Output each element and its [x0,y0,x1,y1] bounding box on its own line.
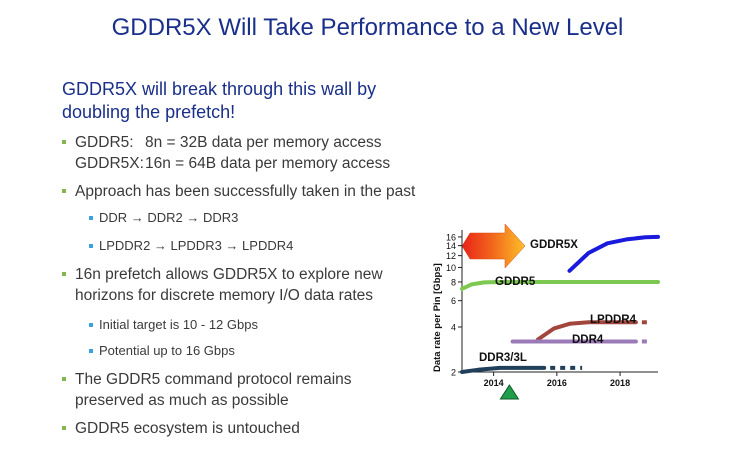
annotation-ddr4: DDR4 [572,334,604,346]
series-ddr3-3l-line [460,365,547,374]
y-tick-label-14: 14 [446,241,456,251]
bullet-text: Approach has been successfully taken in … [75,183,416,200]
gddr5-label: GDDR5: [75,134,134,151]
bullet-text-line2: horizons for discrete memory I/O data ra… [75,287,374,304]
y-tick-label-10: 10 [446,263,456,273]
y-tick-label-8: 8 [451,277,456,287]
annotation-gddr5: GDDR5 [495,276,536,288]
bullet-text-line1: The GDDR5 command protocol remains [75,371,352,388]
annotation-gddr5x: GDDR5X [530,239,578,251]
slide-title: GDDR5X Will Take Performance to a New Le… [111,14,624,41]
bullet-marker [62,377,66,381]
subbullet-ddr: DDR → DDR2 → DDR3 [89,209,238,227]
y-tick-label-16: 16 [446,232,456,242]
annotation-ddr3-3l: DDR3/3L [479,352,527,364]
bullet-text-line1: 16n prefetch allows GDDR5X to explore ne… [75,266,383,283]
subbullet-initial-target: Initial target is 10 - 12 Gbps [89,316,258,334]
subbullet-potential: Potential up to 16 Gbps [89,342,235,360]
y-tick-label-12: 12 [446,251,456,261]
bullet-text: GDDR5 ecosystem is untouched [75,420,300,437]
bullet-prefetch: 16n prefetch allows GDDR5X to explore ne… [62,264,383,306]
bullet-marker [62,189,66,193]
series-gddr5-line [460,280,660,291]
bullet-gddr5: GDDR5: 8n = 32B data per memory access GD… [62,132,390,174]
subbullet-lpddr: LPDDR2 → LPDDR3 → LPDDR4 [89,237,293,255]
subbullet-marker [89,216,93,220]
y-tick-label-6: 6 [451,296,456,306]
y-axis-title: Data rate per Pin [Gbps] [432,263,443,372]
gddr5-value: 8n = 32B data per memory access [145,134,382,151]
subbullet-text: DDR → DDR2 → DDR3 [99,210,239,225]
bullet-marker [62,272,66,276]
subbullet-text: Potential up to 16 Gbps [99,343,235,358]
gddr5x-value: 16n = 64B data per memory access [145,155,391,172]
subbullet-marker [89,323,93,327]
x-tick-label-2016: 2016 [547,378,567,388]
y-tick-label-4: 4 [451,322,456,332]
gddr5x-label: GDDR5X: [75,155,144,172]
y-tick-label-2: 2 [451,368,456,378]
bullet-marker [62,426,66,430]
bullet-ecosystem: GDDR5 ecosystem is untouched [62,418,300,439]
bullet-text-line2: preserved as much as possible [75,392,289,409]
series-lpddr4-line [535,320,638,342]
bullet-approach: Approach has been successfully taken in … [62,181,415,202]
subbullet-text: LPDDR2 → LPDDR3 → LPDDR4 [99,238,294,253]
bullet-marker [62,140,66,144]
breakthrough-arrow [461,223,526,269]
current-year-marker [499,384,520,400]
series-gddr5x-line [567,234,660,273]
annotation-lpddr4: LPDDR4 [590,314,637,326]
bullet-protocol: The GDDR5 command protocol remains prese… [62,369,352,411]
subbullet-marker [89,349,93,353]
x-tick-label-2014: 2014 [484,378,504,388]
x-tick-label-2018: 2018 [610,378,630,388]
subbullet-text: Initial target is 10 - 12 Gbps [99,317,258,332]
subbullet-marker [89,244,93,248]
intro-text: GDDR5X will break through this wall by d… [62,79,377,122]
